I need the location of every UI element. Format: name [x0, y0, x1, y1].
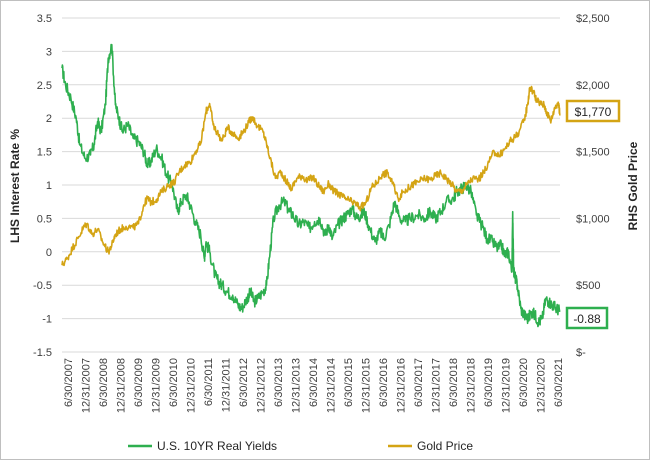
- gold-callout: $1,770: [565, 99, 621, 123]
- x-tick-label: 6/30/2018: [448, 358, 460, 407]
- x-tick-label: 12/31/2019: [501, 358, 513, 413]
- x-tick-label: 12/31/2012: [256, 358, 268, 413]
- gridlines: [62, 17, 560, 353]
- legend: U.S. 10YR Real Yields Gold Price: [128, 439, 473, 453]
- x-axis-ticks: 6/30/2007 12/31/2007 6/30/2008 12/31/2008 6/…: [63, 358, 565, 413]
- right-axis-ticks: $2,500 $2,000 $1,500 $1,000 $500 $-: [576, 13, 610, 359]
- x-tick-label: 6/30/2008: [98, 358, 110, 407]
- left-tick-label: 1.5: [37, 147, 52, 159]
- x-tick-label: 6/30/2012: [238, 358, 250, 407]
- left-tick-label: -1.5: [33, 347, 52, 359]
- x-tick-label: 12/31/2007: [81, 358, 93, 413]
- right-axis-title: RHS Gold Price: [626, 141, 640, 230]
- legend-label-yields: U.S. 10YR Real Yields: [157, 439, 277, 453]
- gold-callout-text: $1,770: [575, 105, 612, 119]
- right-tick-label: $2,000: [576, 80, 610, 92]
- yield-callout: -0.88: [565, 306, 609, 330]
- x-tick-label: 12/31/2017: [431, 358, 443, 413]
- x-tick-label: 12/31/2014: [326, 358, 338, 413]
- x-tick-label: 12/31/2013: [291, 358, 303, 413]
- right-tick-label: $2,500: [576, 13, 610, 25]
- left-tick-label: 0.5: [37, 213, 52, 225]
- x-tick-label: 6/30/2009: [133, 358, 145, 407]
- yield-callout-text: -0.88: [573, 312, 601, 326]
- right-tick-label: $-: [576, 347, 586, 359]
- left-axis-ticks: 3.5 3 2.5 2 1.5 1 0.5 0 -0.5 -1 -1.5: [33, 13, 52, 359]
- x-tick-label: 12/31/2015: [361, 358, 373, 413]
- right-tick-label: $1,500: [576, 147, 610, 159]
- x-tick-label: 6/30/2007: [63, 358, 75, 407]
- left-tick-label: 3: [46, 46, 52, 58]
- x-tick-label: 6/30/2019: [483, 358, 495, 407]
- right-tick-label: $500: [576, 280, 600, 292]
- x-tick-label: 6/30/2015: [343, 358, 355, 407]
- series-line-gold-price: [61, 85, 561, 267]
- left-tick-label: 2: [46, 113, 52, 125]
- x-tick-label: 6/30/2013: [273, 358, 285, 407]
- x-tick-label: 6/30/2020: [518, 358, 530, 407]
- x-tick-label: 6/30/2014: [308, 358, 320, 407]
- x-tick-label: 12/31/2009: [151, 358, 163, 413]
- legend-label-gold: Gold Price: [417, 439, 473, 453]
- left-tick-label: 0: [46, 247, 52, 259]
- gold-callout-box: [565, 99, 621, 123]
- series-lines: [61, 43, 561, 328]
- x-tick-label: 6/30/2017: [413, 358, 425, 407]
- left-tick-label: -0.5: [33, 280, 52, 292]
- x-tick-label: 12/31/2011: [221, 358, 233, 412]
- right-tick-label: $1,000: [576, 213, 610, 225]
- x-tick-label: 12/31/2008: [116, 358, 128, 413]
- left-tick-label: 3.5: [37, 13, 52, 25]
- x-tick-label: 12/31/2016: [396, 358, 408, 413]
- left-tick-label: 1: [46, 180, 52, 192]
- x-tick-label: 12/31/2010: [186, 358, 198, 413]
- yield-callout-box: [565, 306, 609, 330]
- series-line-real-yields: [61, 43, 561, 328]
- left-tick-label: -1: [42, 314, 52, 326]
- left-axis-title: LHS Interest Rate %: [8, 129, 22, 243]
- x-tick-label: 12/31/2018: [466, 358, 478, 413]
- x-tick-label: 6/30/2011: [203, 358, 215, 406]
- x-tick-label: 6/30/2016: [378, 358, 390, 407]
- x-tick-label: 12/31/2020: [536, 358, 548, 413]
- left-tick-label: 2.5: [37, 80, 52, 92]
- x-tick-label: 6/30/2010: [168, 358, 180, 407]
- x-tick-label: 6/30/2021: [553, 358, 565, 407]
